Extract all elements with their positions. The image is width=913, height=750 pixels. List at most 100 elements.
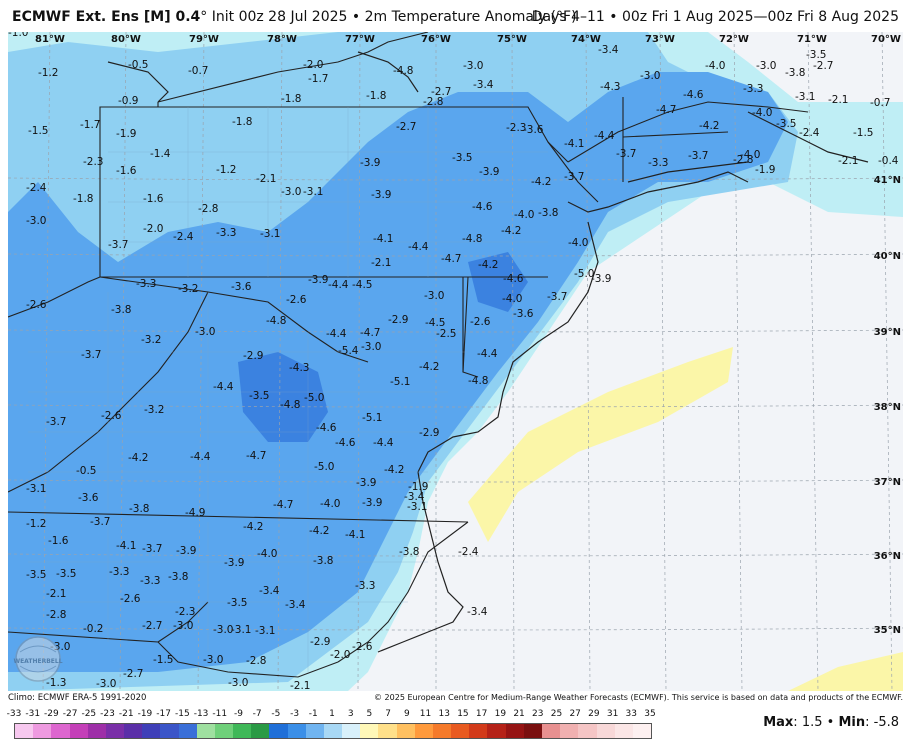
- anomaly-value: -4.0: [502, 293, 523, 305]
- anomaly-value: -0.5: [76, 465, 97, 477]
- anomaly-value: -3.3: [109, 566, 130, 578]
- colorbar-segment: [378, 724, 397, 738]
- colorbar-segment: [124, 724, 143, 738]
- anomaly-value: -3.0: [424, 290, 445, 302]
- colorbar-segment: [51, 724, 70, 738]
- anomaly-value: -4.6: [503, 273, 524, 285]
- colorbar-segment: [487, 724, 506, 738]
- colorbar-tick-label: 11: [419, 709, 432, 719]
- colorbar-segment: [269, 724, 288, 738]
- anomaly-value: -3.8: [538, 207, 559, 219]
- colorbar-segment: [323, 724, 343, 738]
- anomaly-value: -4.2: [419, 361, 440, 373]
- anomaly-value: -4.4: [190, 451, 211, 463]
- colorbar-segment: [596, 724, 615, 738]
- colorbar-tick-label: 31: [606, 709, 619, 719]
- anomaly-value: -3.1: [231, 624, 252, 636]
- colorbar-segment: [196, 724, 215, 738]
- lat-label: 40°N: [874, 251, 901, 262]
- anomaly-value: -1.0: [8, 32, 29, 39]
- anomaly-value: -4.5: [352, 279, 373, 291]
- anomaly-value: -4.4: [373, 437, 394, 449]
- anomaly-value: -4.1: [564, 138, 585, 150]
- anomaly-value: -3.9: [360, 157, 381, 169]
- colorbar-tick-label: 23: [532, 709, 544, 719]
- anomaly-value: -3.1: [303, 186, 324, 198]
- colorbar-segment: [251, 724, 270, 738]
- colorbar-tick-label: 27: [569, 709, 581, 719]
- anomaly-value: -2.4: [458, 546, 479, 558]
- anomaly-value: -2.7: [123, 668, 144, 680]
- lon-label: 75°W: [497, 34, 527, 45]
- colorbar-segment: [451, 724, 470, 738]
- anomaly-value: -2.8: [246, 655, 267, 667]
- anomaly-value: -2.9: [419, 427, 440, 439]
- colorbar-tick-label: -5: [271, 709, 281, 719]
- lon-label: 72°W: [719, 34, 749, 45]
- anomaly-value: -4.8: [280, 399, 301, 411]
- anomaly-value: -3.0: [228, 677, 249, 689]
- climo-note: Climo: ECMWF ERA-5 1991-2020: [8, 693, 147, 703]
- anomaly-value: -3.0: [463, 60, 484, 72]
- anomaly-value: -5.1: [390, 376, 411, 388]
- footer: Climo: ECMWF ERA-5 1991-2020 © 2025 Euro…: [0, 691, 913, 750]
- anomaly-value: -4.0: [568, 237, 589, 249]
- anomaly-value: -1.9: [116, 128, 137, 140]
- colorbar-segment: [505, 724, 524, 738]
- anomaly-value: -3.9: [591, 273, 612, 285]
- positive-anomaly-area-south: [788, 652, 903, 691]
- anomaly-value: -3.0: [203, 654, 224, 666]
- colorbar-tick-label: -15: [174, 709, 190, 719]
- anomaly-value: -3.3: [648, 157, 669, 169]
- anomaly-value: -3.5: [776, 118, 797, 130]
- anomaly-value: -1.7: [80, 119, 101, 131]
- colorbar-segment: [178, 724, 197, 738]
- anomaly-value: -1.9: [408, 481, 429, 493]
- anomaly-value: -3.6: [513, 308, 534, 320]
- anomaly-value: -3.0: [173, 620, 194, 632]
- anomaly-value: -1.8: [366, 90, 387, 102]
- positive-anomaly-area: [468, 347, 733, 542]
- anomaly-value: -2.1: [290, 680, 311, 691]
- colorbar-segment: [305, 724, 324, 738]
- anomaly-value: -1.3: [46, 677, 67, 689]
- lon-label: 70°W: [871, 34, 901, 45]
- anomaly-value: -1.5: [28, 125, 49, 137]
- graticule: [8, 32, 903, 691]
- lat-label: 38°N: [874, 402, 901, 413]
- anomaly-value: -4.0: [752, 107, 773, 119]
- weatherbell-logo: WEATHERBELL: [13, 636, 63, 682]
- colorbar-tick-label: 9: [403, 709, 410, 719]
- anomaly-value: -3.9: [356, 477, 377, 489]
- anomaly-value: -3.1: [260, 228, 281, 240]
- anomaly-value: -2.6: [352, 641, 373, 653]
- anomaly-core: [238, 352, 328, 442]
- colorbar-ticks: -33 -31 -29 -27 -25 -23 -21 -19 -17 -15 -13 -11 -9 -7…: [7, 709, 656, 721]
- anomaly-value: -4.6: [335, 437, 356, 449]
- anomaly-value: -4.8: [393, 65, 414, 77]
- anomaly-value: -3.4: [467, 606, 488, 618]
- colorbar-tick-label: -9: [233, 709, 243, 719]
- colorbar-tick-label: 3: [347, 709, 354, 719]
- anomaly-value: -4.7: [246, 450, 267, 462]
- anomaly-value: -3.8: [168, 571, 189, 583]
- anomaly-value: -1.8: [281, 93, 302, 105]
- anomaly-value: -0.4: [878, 155, 899, 167]
- anomaly-value: -4.4: [328, 279, 349, 291]
- anomaly-value: -1.6: [48, 535, 69, 547]
- anomaly-value: -5.1: [362, 412, 383, 424]
- anomaly-value: -1.8: [73, 193, 94, 205]
- anomaly-value: -4.2: [309, 525, 330, 537]
- anomaly-value: -4.1: [116, 540, 137, 552]
- colorbar-tick-label: 35: [644, 709, 656, 719]
- colorbar-segment: [614, 724, 633, 738]
- colorbar-tick-label: 25: [550, 709, 563, 719]
- lat-label: 39°N: [874, 327, 901, 338]
- min-value: -5.8: [873, 715, 899, 730]
- anomaly-value: -3.2: [144, 404, 165, 416]
- model-title: ECMWF Ext. Ens [M] 0.4° Init 00z 28 Jul …: [12, 9, 577, 25]
- anomaly-value: -3.4: [259, 585, 280, 597]
- colorbar-segment: [469, 724, 488, 738]
- anomaly-value: -2.6: [470, 316, 491, 328]
- anomaly-value: -1.2: [38, 67, 59, 79]
